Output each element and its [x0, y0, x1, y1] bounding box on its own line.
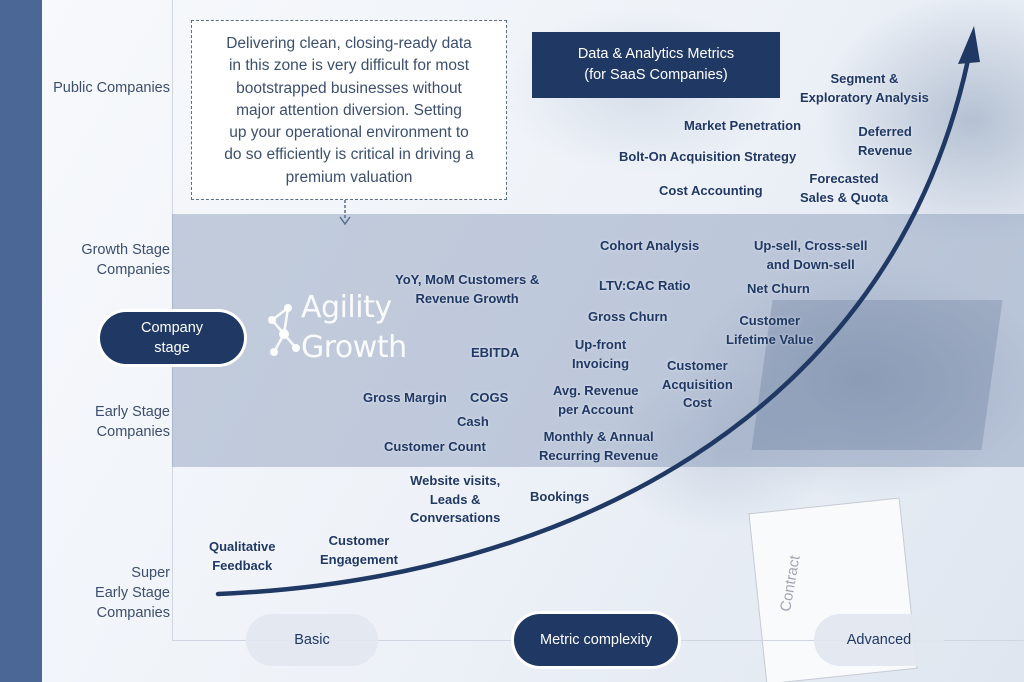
metric-website-visits: Website visits, Leads & Conversations: [410, 473, 501, 525]
metric-customer-count: Customer Count: [384, 439, 486, 454]
metric-market-penetration: Market Penetration: [684, 118, 802, 133]
metric-forecasted-sales-quota: Forecasted Sales & Quota: [800, 171, 889, 205]
callout-down-arrow-icon: [339, 200, 351, 226]
metric-customer-lifetime-value: Customer Lifetime Value: [726, 313, 814, 347]
metric-bookings: Bookings: [530, 489, 590, 504]
metric-cogs: COGS: [470, 390, 509, 405]
advanced-pill: Advanced: [814, 614, 944, 666]
diagram-subtitle: (for SaaS Companies): [584, 67, 728, 83]
metric-ltv-cac: LTV:CAC Ratio: [599, 278, 691, 293]
stage-public-label: Public Companies: [53, 80, 170, 96]
metric-bolt-on-acquisition: Bolt-On Acquisition Strategy: [619, 149, 797, 164]
metric-segment-analysis: Segment & Exploratory Analysis: [800, 71, 929, 105]
metric-gross-margin: Gross Margin: [363, 390, 447, 405]
metric-qualitative-feedback: Qualitative Feedback: [209, 539, 276, 573]
diagram-title-box: Data & Analytics Metrics (for SaaS Compa…: [532, 32, 780, 98]
company-stage-pill: Company stage: [100, 312, 244, 364]
stage-super-early-label: Super Early Stage Companies: [95, 565, 170, 621]
metric-deferred-revenue: Deferred Revenue: [858, 124, 913, 158]
callout-note: Delivering clean, closing-ready data in …: [191, 20, 507, 200]
metric-cohort-analysis: Cohort Analysis: [600, 238, 700, 253]
logo-word-agility: Agility: [301, 290, 392, 325]
metric-complexity-pill: Metric complexity: [514, 614, 678, 666]
metric-cash: Cash: [457, 414, 489, 429]
metric-net-churn: Net Churn: [747, 281, 810, 296]
stage-early-label: Early Stage Companies: [95, 404, 170, 440]
metric-gross-churn: Gross Churn: [588, 309, 668, 324]
metric-ebitda: EBITDA: [471, 345, 520, 360]
metric-cost-accounting: Cost Accounting: [659, 183, 763, 198]
metric-customer-engagement: Customer Engagement: [320, 533, 399, 567]
metric-yoy-growth: YoY, MoM Customers & Revenue Growth: [395, 272, 540, 306]
metric-upsell-cross-sell: Up-sell, Cross-sell and Down-sell: [754, 238, 868, 272]
metric-upfront-invoicing: Up-front Invoicing: [572, 337, 630, 371]
basic-pill: Basic: [246, 614, 378, 666]
metric-avg-revenue-per-account: Avg. Revenue per Account: [553, 383, 639, 417]
logo-word-growth: Growth: [301, 330, 407, 365]
left-accent-bar: [0, 0, 42, 682]
stage-growth-label: Growth Stage Companies: [81, 242, 170, 278]
metric-customer-acquisition-cost: Customer Acquisition Cost: [662, 358, 733, 410]
metric-recurring-revenue: Monthly & Annual Recurring Revenue: [539, 429, 659, 463]
diagram-title: Data & Analytics Metrics: [577, 46, 735, 62]
